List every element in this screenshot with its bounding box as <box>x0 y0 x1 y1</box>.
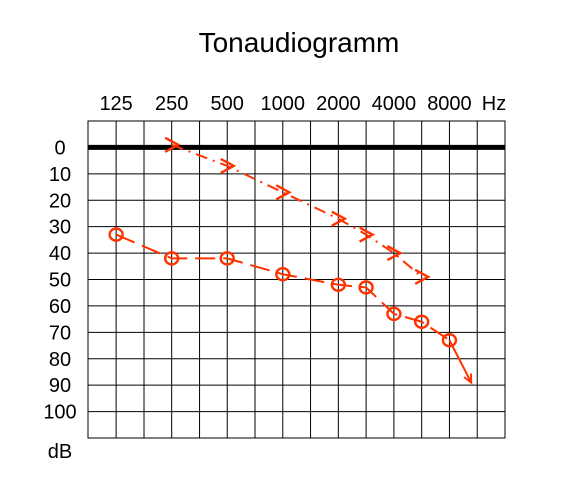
series-line <box>171 143 423 278</box>
air-conduction-point <box>219 251 235 266</box>
frequency-tick-label: 2000 <box>316 93 361 115</box>
level-tick-label: 90 <box>49 375 71 397</box>
air-conduction-point <box>275 267 291 282</box>
hearing-threshold-series <box>108 136 473 385</box>
air-conduction-point <box>108 227 124 242</box>
frequency-tick-label: 4000 <box>372 93 417 115</box>
level-tick-label: 10 <box>49 164 71 186</box>
level-unit-label: dB <box>48 441 72 463</box>
frequency-tick-label: 1000 <box>261 93 306 115</box>
air-conduction-point <box>386 306 402 322</box>
bone-conduction-point <box>359 226 376 243</box>
level-tick-label: 80 <box>49 349 71 371</box>
bone-conduction-point <box>386 245 403 262</box>
trend-arrow-line <box>448 339 473 383</box>
grid <box>87 120 506 439</box>
air-conduction-point <box>163 251 180 266</box>
air-conduction-point <box>358 280 374 295</box>
frequency-tick-label: 8000 <box>427 93 472 115</box>
level-tick-label: 70 <box>49 322 71 344</box>
frequency-axis-labels: 125 250 500 1000 2000 4000 8000 <box>99 93 471 115</box>
frequency-tick-label: 500 <box>211 93 244 115</box>
level-tick-label: 100 <box>43 402 76 424</box>
level-tick-label: 50 <box>49 270 71 292</box>
air-conduction-point <box>413 314 430 329</box>
air-conduction-point <box>441 333 458 348</box>
level-tick-label: 20 <box>49 190 71 212</box>
bone-conduction-point <box>331 210 348 227</box>
bone-conduction-point <box>275 184 292 201</box>
bone-conduction-point <box>414 268 431 285</box>
circle-series <box>108 227 473 385</box>
bone-conduction-point <box>220 157 237 174</box>
chart-title: Tonaudiogramm <box>199 27 400 58</box>
chevron-series <box>164 136 431 285</box>
frequency-tick-label: 250 <box>155 93 188 115</box>
air-conduction-point <box>330 277 347 292</box>
bone-conduction-point <box>164 136 181 153</box>
level-tick-label: 40 <box>49 243 71 265</box>
frequency-tick-label: 125 <box>99 93 132 115</box>
level-tick-label: 60 <box>49 296 71 318</box>
level-tick-label: 0 <box>54 137 65 159</box>
level-tick-label: 30 <box>49 217 71 239</box>
trend-arrow-head <box>463 373 473 385</box>
series-line <box>115 233 451 342</box>
level-axis-labels: 0 10 20 30 40 50 60 70 80 90 100 <box>43 137 76 423</box>
frequency-unit-label: Hz <box>482 93 506 115</box>
